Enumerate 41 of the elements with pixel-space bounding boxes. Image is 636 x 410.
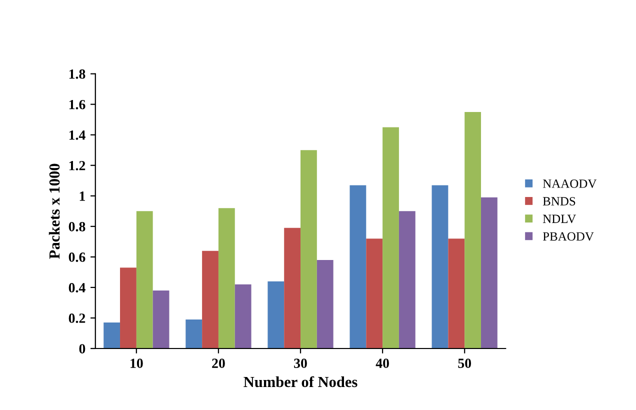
bar <box>120 268 136 348</box>
y-tick-label: 0 <box>79 344 86 354</box>
bar <box>284 228 301 348</box>
y-tick-label: 0.6 <box>68 252 86 262</box>
x-tick-label: 30 <box>294 358 307 368</box>
bar <box>152 290 170 348</box>
bar <box>234 284 252 348</box>
legend-label: BNDS <box>542 197 576 206</box>
bar <box>136 211 153 348</box>
bar <box>481 197 498 348</box>
y-axis-title: Packets x 1000 <box>48 164 60 259</box>
bar <box>268 281 284 348</box>
x-tick-label: 10 <box>130 358 143 368</box>
y-tick-label: 0.8 <box>68 222 86 232</box>
bar <box>350 185 366 348</box>
y-tick-label: 0.4 <box>68 283 86 292</box>
x-tick-label: 50 <box>458 358 472 368</box>
bar <box>464 112 482 348</box>
y-tick-label: 0.2 <box>68 314 86 323</box>
y-tick-label: 1 <box>80 192 85 201</box>
bar <box>448 238 465 348</box>
bar <box>218 208 235 348</box>
bar <box>382 127 399 348</box>
y-tick-label: 1.8 <box>69 69 86 79</box>
bar <box>432 185 448 348</box>
bar <box>316 260 334 348</box>
x-tick-label: 20 <box>212 358 225 368</box>
legend-label: NDLV <box>542 214 576 224</box>
bar <box>300 150 317 348</box>
bar <box>104 322 120 348</box>
legend-label: PBAODV <box>542 232 594 241</box>
x-axis-title: Number of Nodes <box>244 376 358 388</box>
bar <box>398 211 416 348</box>
bar <box>366 238 383 348</box>
y-tick-label: 1.2 <box>69 160 86 170</box>
x-tick-label: 40 <box>376 358 389 368</box>
y-tick-label: 1.4 <box>69 130 86 140</box>
y-tick-label: 1.6 <box>69 100 86 110</box>
bar <box>186 320 202 348</box>
bar <box>202 250 218 348</box>
legend-label: NAAODV <box>542 180 597 188</box>
